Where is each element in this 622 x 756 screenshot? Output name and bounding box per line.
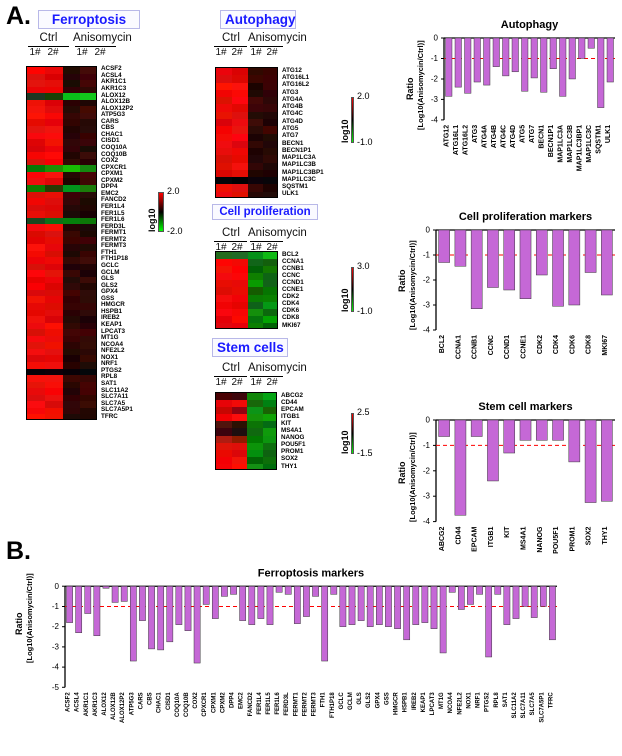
svg-text:-4: -4 [52,663,60,672]
svg-text:FER1L6: FER1L6 [275,692,281,715]
svg-text:COQ10B: COQ10B [184,692,190,717]
svg-text:CPXM1: CPXM1 [211,692,217,713]
svg-text:SLC7A5P1: SLC7A5P1 [539,692,545,723]
svg-text:CHAC1: CHAC1 [157,692,163,713]
svg-text:COX2: COX2 [193,692,199,709]
svg-text:DPP4: DPP4 [230,692,236,708]
svg-text:CISD1: CISD1 [166,692,172,710]
svg-text:-3: -3 [52,642,60,651]
svg-text:NRF1: NRF1 [476,692,482,708]
svg-text:-2: -2 [52,622,60,631]
svg-text:GCLC: GCLC [339,692,345,710]
svg-text:NFE2L2: NFE2L2 [457,692,463,715]
svg-text:FTH1: FTH1 [321,692,327,708]
svg-text:MT1G: MT1G [439,692,445,709]
svg-text:FTH1P18: FTH1P18 [330,692,336,718]
svg-text:SLC11A2: SLC11A2 [512,692,518,719]
svg-text:SAT1: SAT1 [503,692,509,708]
svg-text:GSS: GSS [384,692,390,705]
svg-text:FERD3L: FERD3L [284,692,290,716]
svg-text:ALOX12: ALOX12 [102,692,108,716]
svg-text:FERMT2: FERMT2 [302,692,308,717]
svg-text:RPL8: RPL8 [494,692,500,708]
svg-text:HSPB1: HSPB1 [403,692,409,713]
svg-text:HMGCR: HMGCR [394,692,400,715]
svg-text:NCOA4: NCOA4 [448,692,454,714]
svg-text:FER1L5: FER1L5 [266,692,272,715]
svg-text:GLS: GLS [357,692,363,704]
svg-text:ATP5G3: ATP5G3 [129,692,135,716]
svg-text:SLC7A5: SLC7A5 [530,692,536,716]
svg-text:CPXM2: CPXM2 [220,692,226,713]
svg-text:PTGS2: PTGS2 [485,692,491,712]
svg-text:CBS: CBS [148,692,154,705]
svg-text:FERMT3: FERMT3 [312,692,318,717]
svg-text:Ferroptosis markers: Ferroptosis markers [258,567,364,579]
svg-text:GLS2: GLS2 [366,692,372,708]
svg-text:0: 0 [55,582,60,591]
svg-text:FANCD2: FANCD2 [248,692,254,717]
svg-text:LPCAT3: LPCAT3 [430,692,436,716]
svg-text:FER1L4: FER1L4 [257,692,263,715]
svg-text:COQ10A: COQ10A [175,692,181,717]
svg-text:IREB2: IREB2 [412,692,418,710]
svg-text:ALOX12B: ALOX12B [111,692,117,720]
svg-text:AKR1C1: AKR1C1 [84,692,90,717]
svg-text:KEAP1: KEAP1 [421,692,427,713]
svg-text:CPXCR1: CPXCR1 [202,692,208,717]
svg-text:AKR1C3: AKR1C3 [93,692,99,717]
svg-text:SLC7A11: SLC7A11 [521,692,527,719]
svg-text:EMC2: EMC2 [239,692,245,709]
svg-text:ACSL4: ACSL4 [75,692,81,712]
svg-text:TFRC: TFRC [548,692,554,709]
svg-text:ACSF2: ACSF2 [66,692,72,712]
svg-text:GCLM: GCLM [348,692,354,710]
svg-text:FERMT1: FERMT1 [293,692,299,717]
svg-text:GPX4: GPX4 [375,692,381,709]
svg-text:-1: -1 [52,602,60,611]
svg-text:ALOX12P2: ALOX12P2 [120,692,126,723]
svg-text:NOX1: NOX1 [466,692,472,709]
svg-text:CARS: CARS [138,692,144,709]
svg-text:-5: -5 [52,683,60,692]
